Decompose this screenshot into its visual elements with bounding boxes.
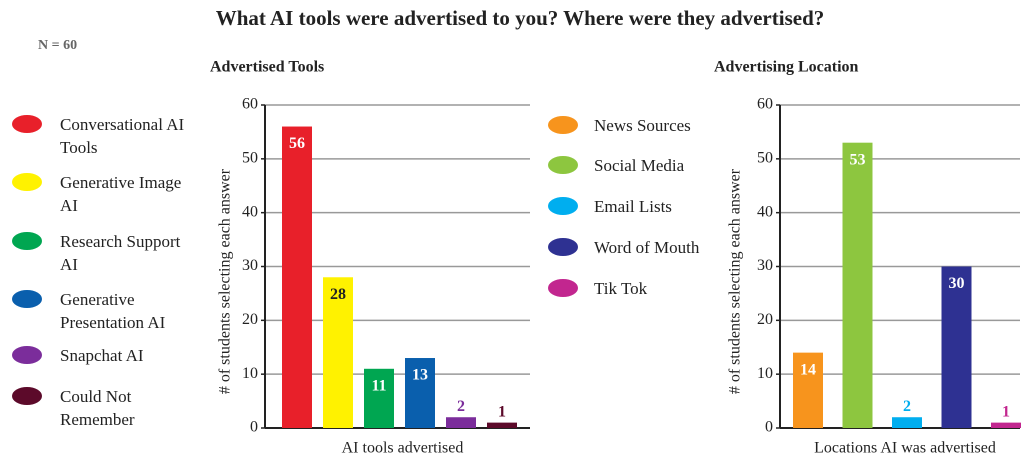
data-label: 28	[330, 286, 346, 303]
legend-swatch	[12, 346, 42, 364]
y-tick-label: 0	[765, 419, 773, 436]
data-label: 1	[1002, 403, 1010, 420]
y-tick-label: 40	[757, 203, 773, 220]
chart-title: Advertised Tools	[210, 59, 324, 76]
x-axis-label: AI tools advertised	[342, 440, 464, 457]
y-tick-label: 20	[242, 311, 258, 328]
legend-label: Generative Image AI	[60, 173, 182, 215]
y-tick-label: 40	[242, 203, 258, 220]
legend-swatch	[548, 279, 578, 297]
data-label: 2	[457, 398, 465, 415]
legend-label: Generative Presentation AI	[60, 290, 166, 332]
data-label: 30	[949, 275, 965, 292]
legend-swatch	[548, 238, 578, 256]
legend-label: Could Not Remember	[60, 387, 135, 429]
bar	[941, 266, 972, 428]
main-title: What AI tools were advertised to you? Wh…	[216, 6, 825, 30]
data-label: 2	[903, 398, 911, 415]
bar	[364, 368, 394, 428]
y-tick-label: 0	[250, 419, 258, 436]
y-tick-label: 50	[242, 150, 258, 167]
legend-label: News Sources	[594, 116, 691, 135]
bar	[991, 422, 1021, 428]
legend-swatch	[12, 232, 42, 250]
y-axis-label: # of students selecting each answer	[727, 168, 744, 394]
legend-label: Social Media	[594, 156, 685, 175]
bar	[446, 417, 476, 428]
y-tick-label: 30	[757, 257, 773, 274]
legend-swatch	[548, 116, 578, 134]
data-label: 53	[850, 151, 866, 168]
legend-swatch	[12, 173, 42, 191]
legend-label: Research Support AI	[60, 232, 181, 274]
sample-note: N = 60	[38, 38, 77, 53]
legend-swatch	[12, 387, 42, 405]
data-label: 13	[412, 367, 428, 384]
legend-label: Conversational AI Tools	[60, 115, 185, 157]
bar	[793, 352, 823, 428]
data-label: 14	[800, 361, 816, 378]
legend-swatch	[548, 156, 578, 174]
y-tick-label: 20	[757, 311, 773, 328]
y-tick-label: 60	[757, 96, 773, 113]
bar	[405, 358, 435, 428]
bar	[323, 277, 353, 428]
y-axis-label: # of students selecting each answer	[217, 168, 234, 394]
chart-title: Advertising Location	[714, 59, 859, 76]
legend-label: Email Lists	[594, 197, 672, 216]
data-label: 11	[371, 377, 386, 394]
bar	[487, 422, 517, 428]
bar	[842, 142, 873, 428]
bar	[282, 126, 312, 429]
bar	[892, 417, 922, 428]
legend-label: Word of Mouth	[594, 238, 700, 257]
legend-swatch	[548, 197, 578, 215]
y-tick-label: 50	[757, 150, 773, 167]
legend-label: Snapchat AI	[60, 346, 144, 365]
legend-swatch	[12, 115, 42, 133]
y-tick-label: 10	[242, 365, 258, 382]
y-tick-label: 10	[757, 365, 773, 382]
legend-label: Tik Tok	[594, 279, 648, 298]
y-tick-label: 60	[242, 96, 258, 113]
data-label: 56	[289, 135, 305, 152]
legend-swatch	[12, 290, 42, 308]
data-label: 1	[498, 403, 506, 420]
y-tick-label: 30	[242, 257, 258, 274]
x-axis-label: Locations AI was advertised	[814, 440, 996, 457]
